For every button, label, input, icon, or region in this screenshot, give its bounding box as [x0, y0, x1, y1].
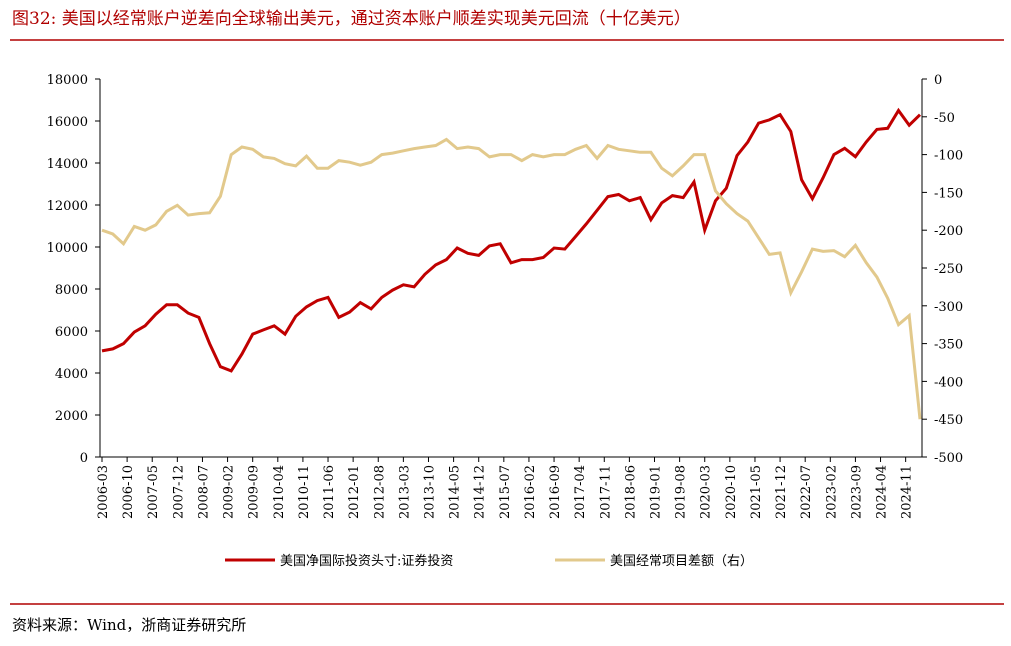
x-tick-label: 2007-05 — [146, 465, 161, 519]
x-tick-label: 2011-06 — [322, 465, 337, 519]
x-tick-label: 2020-10 — [724, 465, 739, 519]
x-tick-label: 2012-08 — [372, 465, 387, 519]
x-tick-label: 2024-11 — [900, 465, 915, 519]
x-tick-label: 2012-01 — [347, 465, 362, 519]
y2-tick-label: 0 — [934, 73, 942, 88]
x-tick-label: 2018-06 — [623, 465, 638, 519]
y-tick-label: 10000 — [47, 241, 88, 256]
y-tick-label: 8000 — [55, 283, 88, 298]
y2-tick-label: -400 — [934, 375, 963, 390]
x-tick-label: 2014-05 — [448, 465, 463, 519]
x-tick-label: 2013-10 — [422, 465, 437, 519]
x-tick-label: 2009-09 — [247, 465, 262, 519]
y-tick-label: 18000 — [47, 73, 88, 88]
chart-title: 图32: 美国以经常账户逆差向全球输出美元，通过资本账户顺差实现美元回流（十亿美… — [12, 9, 691, 29]
x-tick-label: 2008-07 — [196, 465, 211, 519]
x-tick-label: 2010-11 — [297, 465, 312, 519]
x-tick-label: 2013-03 — [397, 465, 412, 519]
y-tick-label: 14000 — [47, 157, 88, 172]
legend-label: 美国经常项目差额（右） — [610, 554, 753, 569]
source: 资料来源：Wind，浙商证券研究所 — [12, 616, 246, 634]
y2-tick-label: -250 — [934, 262, 963, 277]
x-tick-label: 2017-04 — [573, 465, 588, 519]
y2-tick-label: -100 — [934, 149, 963, 164]
y2-tick-label: -500 — [934, 451, 963, 466]
x-tick-label: 2015-07 — [498, 465, 513, 519]
x-tick-label: 2007-12 — [171, 465, 186, 519]
x-tick-label: 2006-03 — [96, 465, 111, 519]
x-tick-label: 2006-10 — [121, 465, 136, 519]
x-tick-label: 2023-09 — [849, 465, 864, 519]
y2-tick-label: -50 — [934, 111, 955, 126]
x-tick-label: 2024-04 — [875, 465, 890, 519]
x-tick-label: 2021-05 — [749, 465, 764, 519]
x-tick-label: 2023-02 — [824, 465, 839, 519]
y-tick-label: 16000 — [47, 115, 88, 130]
y-tick-label: 0 — [80, 451, 88, 466]
line — [101, 107, 922, 373]
y-tick-label: 12000 — [47, 199, 88, 214]
x-tick-label: 2010-04 — [272, 465, 287, 519]
x-tick-label: 2014-12 — [473, 465, 488, 519]
x-tick-label: 2017-11 — [598, 465, 613, 519]
y2-tick-label: -350 — [934, 338, 963, 353]
y2-tick-label: -450 — [934, 413, 963, 428]
line — [101, 137, 922, 420]
y2-tick-label: -200 — [934, 224, 963, 239]
x-tick-label: 2009-02 — [222, 465, 237, 519]
x-tick-label: 2021-12 — [774, 465, 789, 519]
y2-tick-label: -150 — [934, 186, 963, 201]
y-tick-label: 6000 — [55, 325, 88, 340]
x-tick-label: 2019-08 — [674, 465, 689, 519]
y2-tick-label: -300 — [934, 300, 963, 315]
x-tick-label: 2019-01 — [649, 465, 664, 519]
legend-label: 美国净国际投资头寸:证券投资 — [280, 553, 453, 569]
x-tick-label: 2016-09 — [548, 465, 563, 519]
x-tick-label: 2016-02 — [523, 465, 538, 519]
y-tick-label: 4000 — [55, 367, 88, 382]
y-tick-label: 2000 — [55, 409, 88, 424]
x-tick-label: 2022-07 — [799, 465, 814, 519]
x-tick-label: 2020-03 — [699, 465, 714, 519]
